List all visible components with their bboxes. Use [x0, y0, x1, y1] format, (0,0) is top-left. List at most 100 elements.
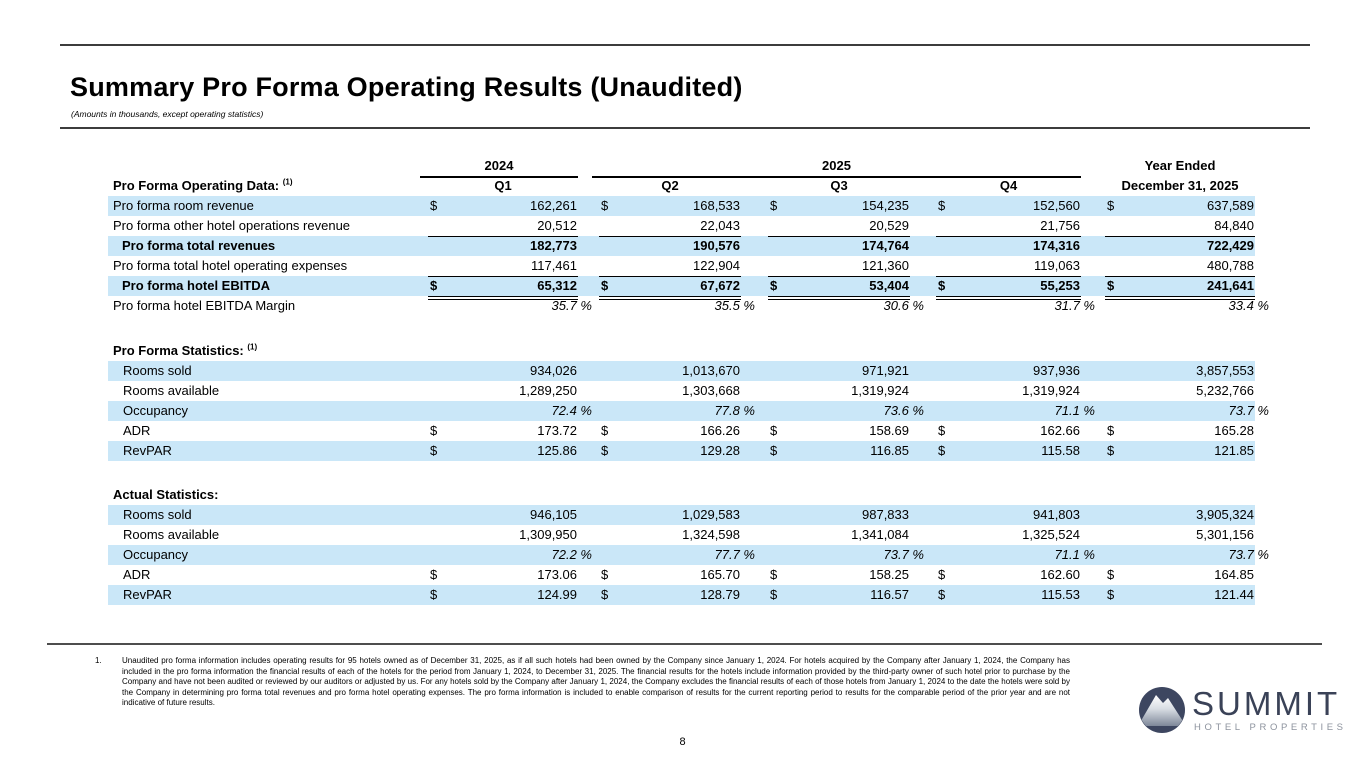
value-cell: 3,905,324 [1105, 505, 1255, 525]
cell-value: 30.6 % [883, 298, 924, 313]
cell-value: 480,788 [1207, 258, 1254, 273]
value-cell: 73.6 % [768, 401, 924, 421]
value-cell: 72.4 % [428, 401, 592, 421]
currency-symbol [1105, 256, 1107, 276]
actual-stats-rows: Rooms sold 946,105 1,029,583 987,833 941,803… [108, 505, 1269, 605]
value-cell: 182,773 [428, 236, 578, 256]
cell-value: 21,756 [1040, 218, 1080, 233]
currency-symbol [428, 236, 430, 256]
value-cell: $115.53 [936, 585, 1081, 605]
currency-symbol [428, 525, 430, 545]
cell-value: 941,803 [1033, 507, 1080, 522]
cell-value: 115.53 [1041, 587, 1080, 602]
cell-value: 1,319,924 [1022, 383, 1080, 398]
quarter-header-q4: Q4 [936, 176, 1081, 198]
currency-symbol: $ [770, 423, 778, 438]
value-cell: 35.5 % [599, 296, 755, 316]
currency-symbol [936, 296, 938, 316]
cell-value: 168,533 [693, 198, 740, 213]
currency-symbol [599, 505, 601, 525]
currency-symbol [1105, 525, 1107, 545]
value-cell: $162.60 [936, 565, 1081, 585]
value-cell: 20,529 [768, 216, 910, 237]
currency-symbol [428, 401, 430, 421]
cell-value: 1,319,924 [851, 383, 909, 398]
value-cell: 1,319,924 [768, 381, 910, 401]
row-label: ADR [123, 567, 151, 582]
table-row: ADR $173.72 $166.26 $158.69 $162.66 $165.28 [108, 421, 1255, 441]
currency-symbol: $ [601, 587, 609, 602]
value-cell: $166.26 [599, 421, 741, 441]
table-row: Pro forma room revenue $162,261 $168,533 $1… [108, 196, 1255, 216]
cell-value: 20,529 [869, 218, 909, 233]
cell-value: 946,105 [530, 507, 577, 522]
value-cell: $164.85 [1105, 565, 1255, 585]
row-label: Pro forma room revenue [113, 198, 254, 213]
cell-value: 72.2 % [551, 547, 592, 562]
proforma-stats-rows: Rooms sold 934,026 1,013,670 971,921 937,936… [108, 361, 1269, 461]
value-cell: $125.86 [428, 441, 578, 461]
cell-value: 125.86 [537, 443, 577, 458]
value-cell: 174,316 [936, 236, 1081, 256]
cell-value: 115.58 [1041, 443, 1080, 458]
currency-symbol: $ [1107, 587, 1115, 602]
value-cell: 971,921 [768, 361, 910, 381]
currency-symbol [599, 216, 601, 236]
value-cell: 30.6 % [768, 296, 924, 316]
currency-symbol: $ [770, 587, 778, 602]
currency-symbol [936, 361, 938, 381]
value-cell: 73.7 % [1105, 545, 1269, 565]
value-cell: 1,289,250 [428, 381, 578, 401]
value-cell: $121.85 [1105, 441, 1255, 461]
title-divider [60, 127, 1310, 129]
cell-value: 158.69 [869, 423, 909, 438]
table-row: Rooms available 1,309,950 1,324,598 1,341,0… [108, 525, 1255, 545]
value-cell: 71.1 % [936, 401, 1095, 421]
cell-value: 77.8 % [714, 403, 755, 418]
currency-symbol: $ [1107, 278, 1115, 293]
currency-symbol [768, 505, 770, 525]
cell-value: 241,641 [1207, 278, 1254, 293]
value-cell: 480,788 [1105, 256, 1255, 277]
currency-symbol: $ [430, 587, 438, 602]
currency-symbol: $ [770, 443, 778, 458]
currency-symbol [599, 236, 601, 256]
value-cell: $124.99 [428, 585, 578, 605]
value-cell: 946,105 [428, 505, 578, 525]
currency-symbol: $ [430, 443, 438, 458]
currency-symbol: $ [430, 567, 438, 582]
row-label: Pro forma hotel EBITDA Margin [113, 298, 296, 313]
currency-symbol [428, 381, 430, 401]
value-cell: $165.28 [1105, 421, 1255, 441]
currency-symbol [768, 381, 770, 401]
currency-symbol [599, 401, 601, 421]
currency-symbol [1105, 381, 1107, 401]
value-cell: 22,043 [599, 216, 741, 237]
cell-value: 55,253 [1040, 278, 1080, 293]
value-cell: 33.4 % [1105, 296, 1269, 316]
currency-symbol: $ [430, 423, 438, 438]
currency-symbol: $ [938, 423, 946, 438]
value-cell: 122,904 [599, 256, 741, 277]
cell-value: 164.85 [1214, 567, 1254, 582]
row-label: Pro forma total revenues [122, 238, 276, 253]
table-row: ADR $173.06 $165.70 $158.25 $162.60 $164.85 [108, 565, 1255, 585]
cell-value: 162.66 [1040, 423, 1080, 438]
cell-value: 174,316 [1033, 238, 1080, 253]
value-cell: 77.8 % [599, 401, 755, 421]
row-label: Pro forma other hotel operations revenue [113, 218, 351, 233]
currency-symbol: $ [938, 443, 946, 458]
value-cell: 77.7 % [599, 545, 755, 565]
currency-symbol [428, 505, 430, 525]
currency-symbol: $ [938, 567, 946, 582]
currency-symbol [1105, 296, 1107, 316]
currency-symbol: $ [1107, 423, 1115, 438]
value-cell: 174,764 [768, 236, 910, 256]
currency-symbol [768, 296, 770, 316]
currency-symbol [599, 381, 601, 401]
cell-value: 971,921 [862, 363, 909, 378]
table-row: Rooms available 1,289,250 1,303,668 1,319,9… [108, 381, 1255, 401]
value-cell: $115.58 [936, 441, 1081, 461]
value-cell: $241,641 [1105, 276, 1255, 300]
currency-symbol [599, 256, 601, 276]
